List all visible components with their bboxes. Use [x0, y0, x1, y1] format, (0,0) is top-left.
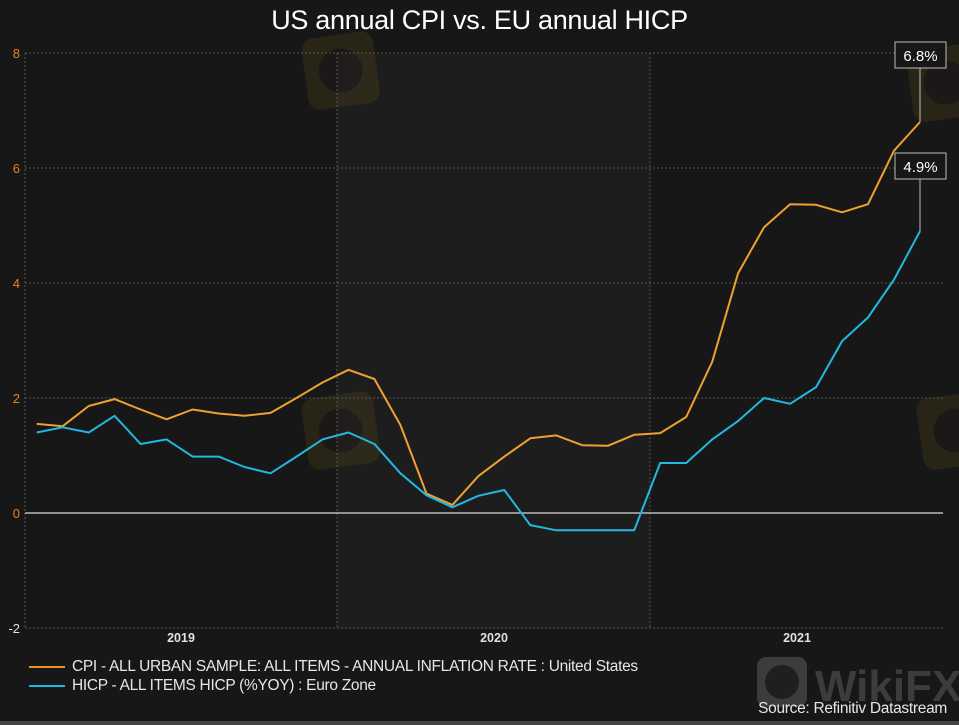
y-axis-ticks: 8 6 4 2 0 -2 [8, 46, 20, 636]
end-labels: 6.8% 4.9% [894, 41, 947, 232]
grid-lines [24, 52, 943, 629]
source-note: Source: Refinitiv Datastream [758, 700, 947, 717]
bottom-border [0, 721, 959, 725]
cpi-end-label: 6.8% [903, 48, 937, 65]
cpi-series-line [36, 121, 921, 506]
year-bands [25, 53, 943, 628]
x-tick-label: 2019 [167, 631, 195, 645]
year-band [650, 53, 943, 628]
y-tick-label: -2 [8, 621, 20, 636]
y-tick-label: 2 [13, 391, 20, 406]
wikifx-logo: WikiFX [757, 657, 959, 711]
legend-swatch-cpi [29, 665, 65, 668]
legend-item-cpi: CPI - ALL URBAN SAMPLE: ALL ITEMS - ANNU… [29, 657, 638, 676]
watermark-logo-icon [301, 31, 380, 110]
legend-label-cpi: CPI - ALL URBAN SAMPLE: ALL ITEMS - ANNU… [72, 657, 638, 675]
x-tick-label: 2020 [480, 631, 508, 645]
hicp-series-line [36, 230, 921, 532]
watermark-logo-icon [916, 391, 959, 470]
y-tick-label: 0 [13, 506, 20, 521]
wikifx-watermark-text: WikiFX [815, 662, 959, 711]
legend-item-hicp: HICP - ALL ITEMS HICP (%YOY) : Euro Zone [29, 676, 638, 695]
legend-label-hicp: HICP - ALL ITEMS HICP (%YOY) : Euro Zone [72, 676, 376, 694]
y-tick-label: 8 [13, 46, 20, 61]
watermark-logo-icon [301, 391, 380, 470]
legend: CPI - ALL URBAN SAMPLE: ALL ITEMS - ANNU… [29, 657, 638, 695]
legend-swatch-hicp [29, 684, 65, 687]
hicp-end-label: 4.9% [903, 159, 937, 176]
wikifx-logo-icon [757, 657, 807, 707]
end-label-box [894, 152, 947, 180]
y-tick-label: 4 [13, 276, 20, 291]
end-label-box [894, 41, 947, 69]
year-band [25, 53, 337, 628]
x-tick-label: 2021 [783, 631, 811, 645]
year-band [337, 53, 650, 628]
chart-title: US annual CPI vs. EU annual HICP [271, 5, 688, 35]
y-tick-label: 6 [13, 161, 20, 176]
x-axis-ticks: 2019 2020 2021 [167, 631, 811, 645]
series-lines [36, 121, 921, 532]
